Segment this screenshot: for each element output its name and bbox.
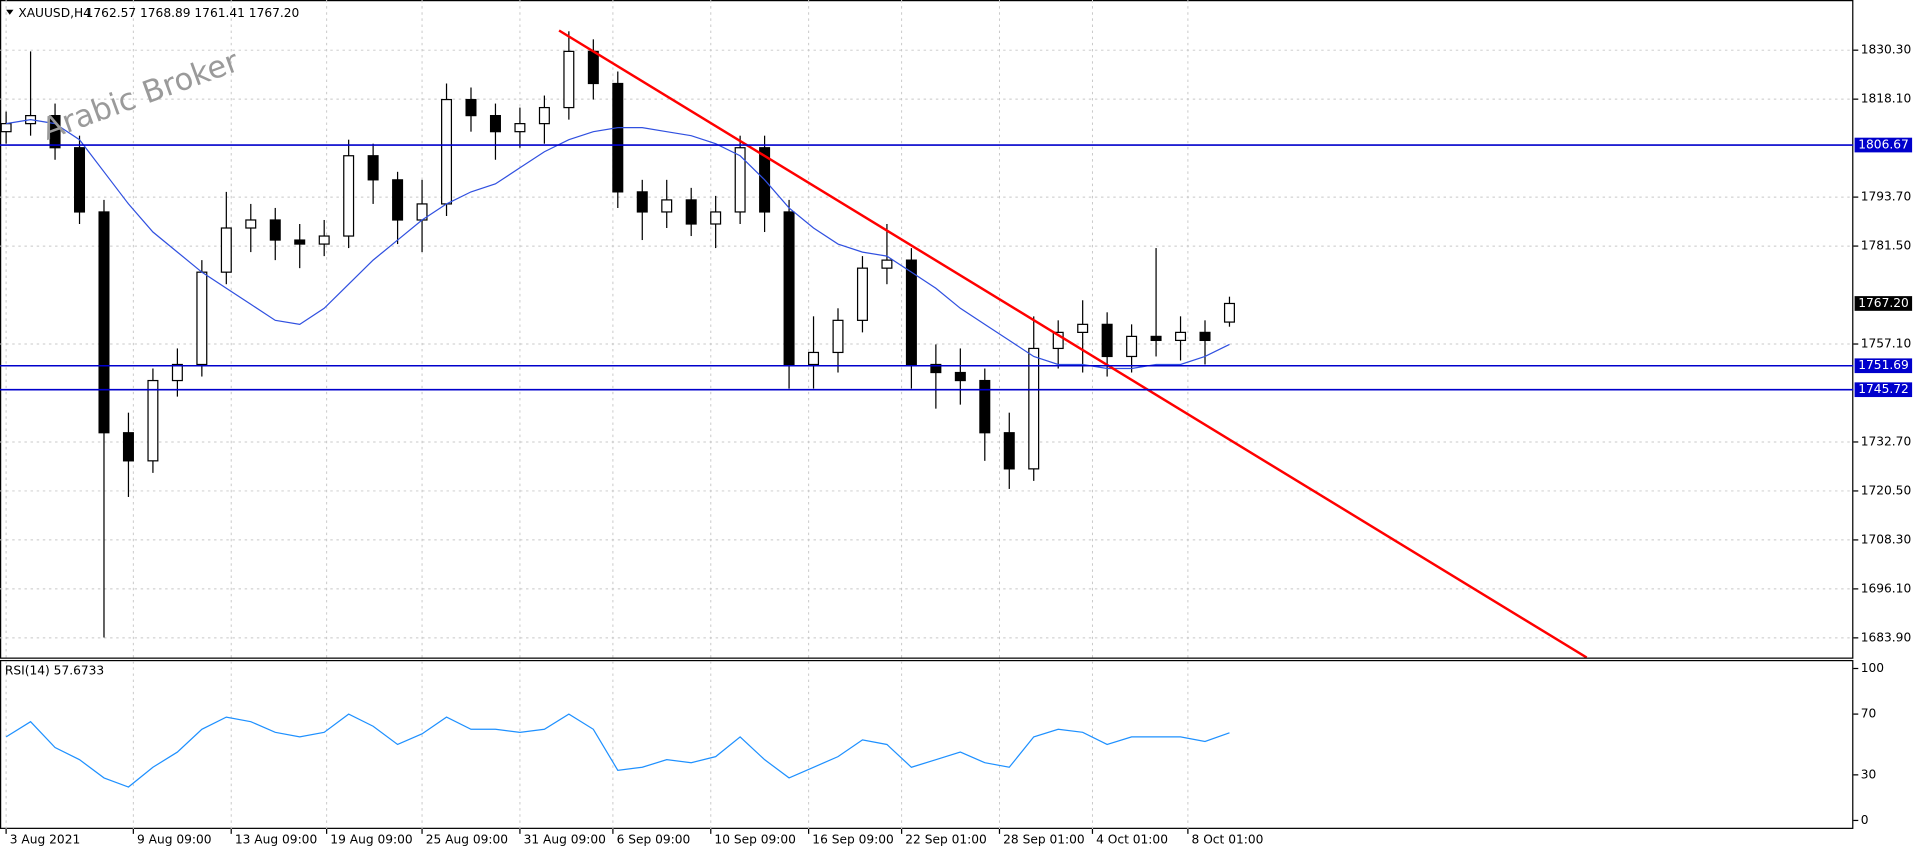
x-tick-label: 8 Oct 01:00 <box>1192 832 1264 846</box>
price-tag <box>1854 137 1913 153</box>
candle-body <box>1052 331 1064 350</box>
candle-body <box>269 219 281 241</box>
candle-body <box>636 191 648 213</box>
quote-label: 1762.57 1768.89 1761.41 1767.20 <box>86 6 300 20</box>
candle-body <box>661 199 673 213</box>
candle-body <box>49 114 61 149</box>
candle-body <box>881 259 893 269</box>
rsi-tick-label: 70 <box>1861 707 1877 721</box>
candle-body <box>343 155 355 237</box>
candle-body <box>367 155 379 181</box>
y-tick-label: 1818.10 <box>1861 92 1912 106</box>
candle-body <box>612 82 624 193</box>
x-tick-label: 6 Sep 09:00 <box>617 832 691 846</box>
candle-body <box>1199 331 1211 342</box>
x-tick-label: 4 Oct 01:00 <box>1096 832 1168 846</box>
main-plot <box>0 29 1588 658</box>
candle-body <box>245 219 257 229</box>
x-tick-label: 13 Aug 09:00 <box>235 832 317 846</box>
candle-body <box>832 319 844 354</box>
y-tick-label: 1720.50 <box>1861 483 1912 497</box>
x-tick-label: 10 Sep 09:00 <box>714 832 796 846</box>
x-tick-label: 31 Aug 09:00 <box>524 832 606 846</box>
candle-body <box>318 235 330 245</box>
candle-body <box>710 211 722 225</box>
candle-body <box>147 379 159 462</box>
y-tick-label: 1781.50 <box>1861 239 1912 253</box>
x-tick-label: 25 Aug 09:00 <box>426 832 508 846</box>
x-tick-label: 9 Aug 09:00 <box>137 832 212 846</box>
price-tag <box>1854 382 1913 398</box>
x-tick-label: 22 Sep 01:00 <box>905 832 987 846</box>
candle-body <box>465 98 477 117</box>
candle-body <box>808 351 820 366</box>
candle-body <box>930 363 942 374</box>
symbol-label: XAUUSD,H4 <box>18 6 91 20</box>
candle-body <box>1077 323 1089 333</box>
x-tick-label: 3 Aug 2021 <box>10 832 80 846</box>
candle-body <box>905 259 917 366</box>
candle-body <box>979 379 991 434</box>
y-tick-label: 1683.90 <box>1861 630 1912 644</box>
rsi-line <box>5 713 1230 788</box>
candle-body <box>587 50 599 85</box>
candle-body <box>783 211 795 366</box>
y-tick-label: 1757.10 <box>1861 337 1912 351</box>
candle-body <box>1003 432 1015 470</box>
candle-body <box>392 179 404 221</box>
candle-body <box>171 363 183 382</box>
candle-body <box>856 267 868 321</box>
price-tag-label: 1751.69 <box>1858 358 1909 372</box>
candle-body <box>122 432 134 462</box>
last-price-label: 1767.20 <box>1858 296 1909 310</box>
price-tag-label: 1745.72 <box>1858 382 1909 396</box>
rsi-tick-label: 30 <box>1861 767 1877 781</box>
rsi-frame <box>0 659 1854 829</box>
candle-body <box>1126 335 1138 358</box>
candle-body <box>98 211 110 434</box>
rsi-label: RSI(14) 57.6733 <box>5 664 104 678</box>
x-tick-label: 19 Aug 09:00 <box>330 832 412 846</box>
price-tag-label: 1806.67 <box>1858 138 1909 152</box>
rsi-tick-label: 0 <box>1861 813 1869 827</box>
y-tick-label: 1793.70 <box>1861 190 1912 204</box>
candle-body <box>514 123 526 133</box>
candle-body <box>294 239 306 245</box>
candle-body <box>538 106 550 125</box>
y-tick-label: 1830.30 <box>1861 43 1912 57</box>
candle-body <box>196 271 208 366</box>
rsi-tick-label: 100 <box>1861 661 1884 675</box>
moving-average <box>6 119 1230 370</box>
price-tag <box>1854 296 1913 311</box>
menu-icon[interactable] <box>6 9 14 15</box>
y-tick-label: 1696.10 <box>1861 581 1912 595</box>
candle-body <box>1150 335 1162 342</box>
candle-body <box>563 50 575 109</box>
candle-body <box>1101 323 1113 358</box>
candle-body <box>489 114 501 133</box>
trendline <box>558 29 1588 658</box>
candle-body <box>74 147 86 213</box>
x-tick-label: 28 Sep 01:00 <box>1003 832 1085 846</box>
candle-body <box>220 227 232 273</box>
candle-body <box>685 199 697 225</box>
candle-body <box>954 371 966 382</box>
y-tick-label: 1708.30 <box>1861 532 1912 546</box>
candle-body <box>1028 347 1040 470</box>
candle-body <box>1175 331 1187 342</box>
candle-body <box>1223 302 1235 323</box>
candle-body <box>734 147 746 213</box>
candle-body <box>0 123 12 133</box>
candle-body <box>441 98 453 205</box>
x-tick-label: 16 Sep 09:00 <box>812 832 894 846</box>
main-frame <box>0 0 1854 659</box>
y-tick-label: 1732.70 <box>1861 434 1912 448</box>
price-tag <box>1854 358 1913 374</box>
